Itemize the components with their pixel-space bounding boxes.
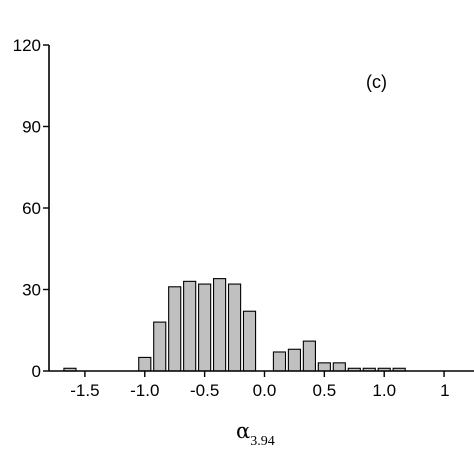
histogram-bar — [213, 278, 227, 372]
histogram-bars — [63, 278, 406, 372]
histogram-bar — [168, 286, 182, 372]
histogram-bar — [227, 283, 242, 372]
histogram-bar — [183, 280, 197, 372]
x-axis-title: α3.94 — [236, 419, 275, 449]
histogram-bar — [242, 310, 257, 372]
axes — [48, 45, 474, 372]
y-tick-label: 60 — [22, 199, 41, 218]
histogram-bar — [317, 362, 331, 372]
x-tick-label: 1 — [440, 381, 449, 400]
x-axis-subscript: 3.94 — [250, 434, 275, 449]
x-tick-label: 0.0 — [253, 381, 277, 400]
y-tick-label: 90 — [22, 118, 41, 137]
histogram-bar — [198, 283, 212, 372]
y-tick-label: 30 — [22, 281, 41, 300]
y-tick-label: 0 — [32, 362, 41, 381]
x-ticks: -1.5 -1.0 -0.5 0.0 0.5 1.0 1 — [70, 371, 450, 400]
y-tick-label: 120 — [13, 36, 41, 55]
histogram-bar — [287, 348, 302, 372]
x-axis-symbol: α — [236, 419, 250, 443]
histogram-bar — [138, 356, 152, 372]
panel-label: (c) — [366, 72, 387, 92]
x-tick-label: 1.0 — [372, 381, 396, 400]
histogram-bar — [272, 351, 287, 372]
y-ticks: 0 30 60 90 120 — [13, 36, 49, 381]
histogram-bar — [332, 362, 346, 372]
x-tick-label: -0.5 — [190, 381, 219, 400]
x-tick-label: -1.5 — [70, 381, 99, 400]
x-tick-label: 0.5 — [313, 381, 337, 400]
x-tick-label: -1.0 — [130, 381, 159, 400]
histogram-bar — [302, 340, 316, 372]
histogram-bar — [153, 321, 167, 372]
